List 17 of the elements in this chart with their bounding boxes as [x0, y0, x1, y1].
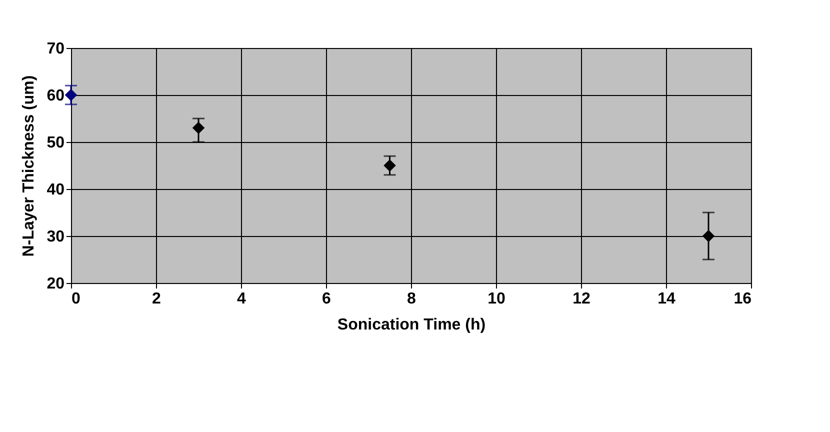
x-axis-title: Sonication Time (h)	[337, 316, 486, 334]
x-tick-label: 8	[407, 290, 416, 308]
y-tick-label: 30	[46, 228, 65, 246]
y-tick-label: 20	[46, 276, 65, 292]
y-axis-title: N-Layer Thickness (um)	[20, 75, 38, 257]
y-tick-label: 40	[46, 182, 65, 198]
x-tick-label: 6	[322, 290, 332, 308]
y-tick-label: 50	[46, 134, 65, 152]
x-tick-label: 14	[658, 290, 676, 308]
y-tick-label: 70	[46, 40, 65, 58]
x-tick-label: 2	[152, 290, 162, 308]
x-tick-label: 4	[237, 290, 246, 308]
x-tick-label: 16	[734, 290, 752, 308]
y-tick-label: 60	[46, 88, 65, 104]
x-tick-label: 12	[572, 290, 590, 308]
x-tick-label: 0	[72, 290, 80, 308]
x-tick-label: 10	[488, 290, 506, 308]
